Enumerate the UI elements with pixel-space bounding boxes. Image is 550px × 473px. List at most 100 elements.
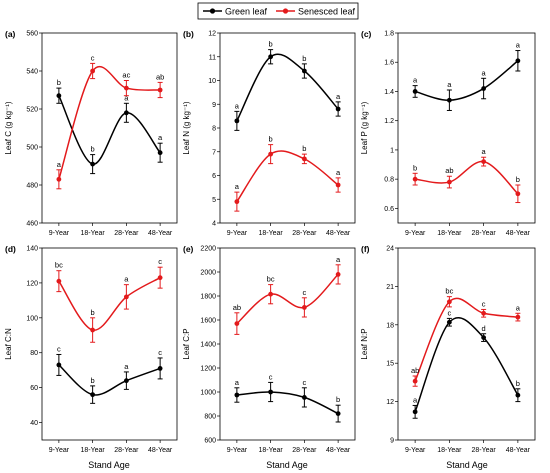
y-tick-label: 100 [26, 315, 38, 322]
panel-c: 0.6 0.8 1 1.2 1.4 1.6 1.8 9-Year 18-Year 28-Year 4… [360, 29, 536, 237]
significance-letter: a [336, 168, 341, 177]
significance-letter: bc [267, 275, 275, 284]
significance-letter: c [303, 378, 307, 387]
panel-e: 600 800 1000 1200 1400 1600 1800 2000 2200 9-Year… [182, 244, 356, 454]
significance-letter: bc [55, 261, 63, 270]
y-tick-label: 9 [390, 438, 394, 445]
y-tick-label: 24 [386, 246, 394, 253]
x-axis-title-middle: Stand Age [266, 460, 308, 470]
significance-letter: a [482, 68, 487, 77]
y-axis-label: Leaf N (g kg⁻¹) [182, 101, 191, 154]
x-tick-label: 48-Year [148, 230, 173, 237]
series-green-leaf: a c c b [234, 372, 341, 423]
y-tick-label: 0.6 [384, 206, 394, 213]
series-green-leaf: a a a a [412, 41, 521, 111]
x-tick-label: 18-Year [258, 447, 283, 454]
plot-frame [397, 32, 536, 224]
significance-letter: a [57, 160, 62, 169]
y-tick-label: 560 [26, 31, 38, 38]
data-point [234, 118, 240, 124]
y-tick-label: 1200 [200, 366, 216, 373]
data-point [446, 319, 452, 325]
significance-letter: a [124, 275, 129, 284]
data-point [56, 362, 62, 368]
panel-b: 4 5 6 7 8 9 10 11 12 9-Year 18-Year 28-Year 48-Year (… [182, 29, 356, 237]
data-point [481, 310, 487, 316]
y-tick-label: 600 [204, 438, 216, 445]
significance-letter: b [302, 54, 306, 63]
data-point [123, 294, 129, 300]
y-tick-label: 6 [212, 173, 216, 180]
significance-letter: b [516, 379, 520, 388]
series-green-leaf: a c d b [412, 308, 521, 419]
data-point [268, 291, 274, 297]
significance-letter: a [413, 76, 418, 85]
legend-senesced-label: Senesced leaf [298, 7, 356, 17]
data-point [56, 93, 62, 99]
series-line [236, 273, 339, 325]
significance-letter: d [482, 324, 486, 333]
y-tick-label: 1000 [200, 390, 216, 397]
data-point [481, 159, 487, 165]
data-point [412, 409, 418, 415]
data-point [335, 182, 341, 188]
series-line [414, 60, 519, 101]
x-tick-label: 9-Year [227, 447, 248, 454]
panel-label: (b) [183, 29, 194, 39]
significance-letter: a [235, 101, 240, 110]
data-point [268, 389, 274, 395]
significance-letter: a [235, 378, 240, 387]
y-tick-label: 40 [30, 420, 38, 427]
significance-letter: c [448, 308, 452, 317]
y-tick-label: 800 [204, 414, 216, 421]
panel-label: (a) [5, 29, 16, 39]
x-tick-label: 18-Year [437, 447, 462, 454]
significance-letter: b [91, 308, 95, 317]
data-point [157, 150, 163, 156]
significance-letter: a [516, 41, 521, 50]
series-line [414, 316, 519, 413]
significance-letter: c [158, 348, 162, 357]
significance-letter: a [413, 395, 418, 404]
x-tick-label: 28-Year [292, 447, 317, 454]
y-tick-label: 9 [212, 102, 216, 109]
series-green-leaf: b b a a [56, 78, 163, 175]
data-point [412, 176, 418, 182]
y-tick-label: 120 [26, 280, 38, 287]
data-point [56, 176, 62, 182]
y-tick-label: 21 [386, 284, 394, 291]
y-axis-label: Leaf P (g kg⁻¹) [360, 101, 369, 154]
significance-letter: b [57, 78, 61, 87]
significance-letter: b [516, 175, 520, 184]
data-point [90, 392, 96, 398]
significance-letter: b [91, 376, 95, 385]
significance-letter: a [235, 182, 240, 191]
data-point [268, 151, 274, 157]
y-tick-label: 140 [26, 246, 38, 253]
significance-letter: c [158, 257, 162, 266]
panel-label: (f) [361, 244, 370, 254]
significance-letter: c [482, 299, 486, 308]
y-tick-label: 18 [386, 322, 394, 329]
series-senesced-leaf: a b b a [234, 135, 341, 212]
x-tick-label: 48-Year [326, 447, 351, 454]
y-tick-label: 1 [390, 147, 394, 154]
y-tick-label: 80 [30, 350, 38, 357]
y-axis-label: Leaf C (g kg⁻¹) [4, 101, 13, 154]
y-tick-label: 1.2 [384, 118, 394, 125]
data-point [56, 278, 62, 284]
significance-letter: c [57, 344, 61, 353]
x-tick-label: 9-Year [405, 447, 426, 454]
significance-letter: ab [411, 366, 419, 375]
data-point [234, 392, 240, 398]
significance-letter: b [413, 163, 417, 172]
y-tick-label: 460 [26, 221, 38, 228]
x-tick-label: 18-Year [80, 447, 105, 454]
series-green-leaf: c b a c [56, 344, 163, 404]
data-point [301, 156, 307, 162]
plot-frame [41, 247, 178, 441]
y-tick-label: 1800 [200, 294, 216, 301]
data-point [123, 110, 129, 116]
y-tick-label: 10 [208, 78, 216, 85]
